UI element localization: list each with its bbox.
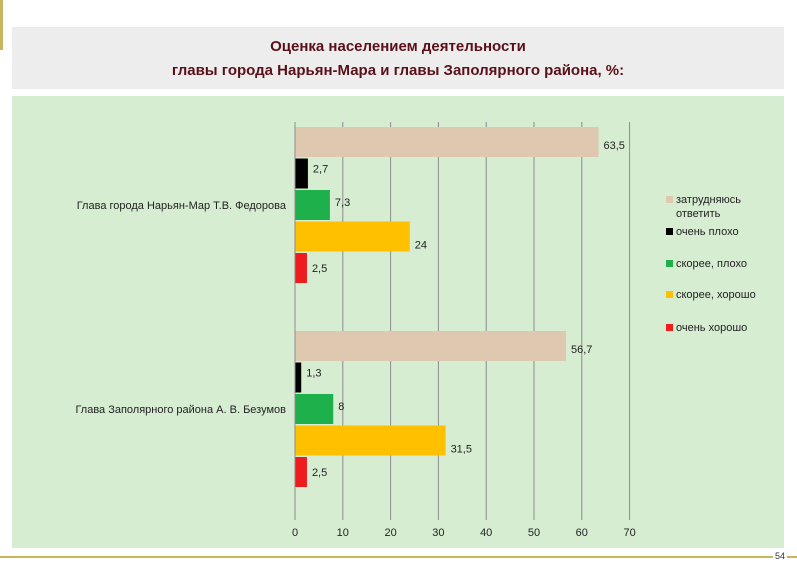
chart-area	[12, 96, 784, 548]
x-tick-label: 40	[480, 527, 492, 539]
bar	[295, 394, 334, 424]
data-label: 7,3	[335, 197, 350, 209]
bar	[295, 127, 599, 157]
bar	[295, 457, 307, 487]
data-label: 24	[415, 240, 427, 252]
legend-swatch	[666, 196, 673, 203]
data-label: 2,7	[313, 164, 328, 176]
data-label: 2,5	[312, 467, 327, 479]
category-label: Глава Заполярного района А. В. Безумов	[75, 404, 286, 416]
x-tick-label: 50	[528, 527, 540, 539]
data-label: 1,3	[306, 368, 321, 380]
legend-label: очень плохо	[676, 226, 739, 238]
x-tick-label: 20	[384, 527, 396, 539]
slide-title: Оценка населением деятельности главы гор…	[12, 27, 784, 89]
bar	[295, 190, 330, 220]
legend-swatch	[666, 260, 673, 267]
left-accent-rule	[0, 0, 3, 50]
title-line-1: Оценка населением деятельности	[270, 38, 526, 55]
category-label: Глава города Нарьян-Мар Т.В. Федорова	[77, 200, 287, 212]
data-label: 2,5	[312, 263, 327, 275]
legend-label: скорее, хорошо	[676, 289, 756, 301]
bar	[295, 253, 307, 283]
legend-label: очень хорошо	[676, 322, 747, 334]
bar	[295, 362, 302, 393]
bar	[295, 158, 308, 189]
data-label: 63,5	[604, 140, 625, 152]
bottom-accent-rule	[0, 556, 797, 558]
legend-label: скорее, плохо	[676, 258, 747, 270]
bar	[295, 221, 410, 252]
data-label: 31,5	[451, 444, 472, 456]
data-label: 8	[338, 401, 344, 413]
x-tick-label: 70	[623, 527, 635, 539]
x-tick-label: 0	[292, 527, 298, 539]
bar	[295, 331, 567, 361]
title-line-2: главы города Нарьян-Мара и главы Заполяр…	[171, 62, 625, 79]
x-tick-label: 60	[576, 527, 588, 539]
legend-swatch	[666, 291, 673, 298]
page-number: 54	[772, 551, 787, 561]
x-tick-label: 10	[337, 527, 349, 539]
data-label: 56,7	[571, 344, 592, 356]
x-tick-label: 30	[432, 527, 444, 539]
legend-swatch	[666, 324, 673, 331]
bar	[295, 425, 446, 456]
legend-swatch	[666, 228, 673, 235]
legend-label: затрудняюсь ответить	[676, 194, 741, 220]
